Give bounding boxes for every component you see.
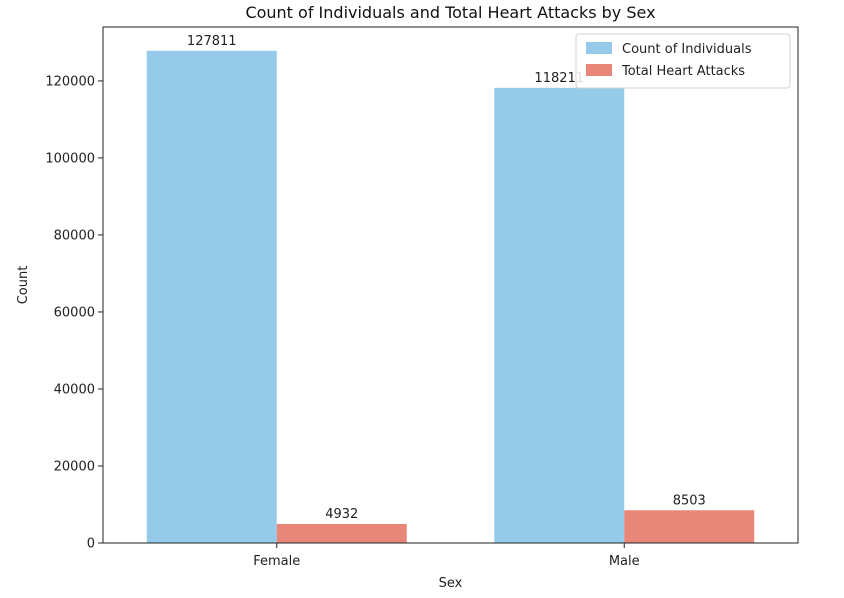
data-label: 4932	[325, 507, 358, 522]
bars	[146, 50, 755, 543]
y-tick-label: 40000	[54, 382, 95, 397]
x-tick-label: Female	[253, 554, 300, 569]
legend-swatch	[586, 42, 612, 54]
y-tick-label: 100000	[45, 151, 95, 166]
x-axis: Female Male	[253, 543, 640, 569]
data-labels: 127811 4932 118211 8503	[187, 34, 706, 522]
legend-entry: Total Heart Attacks	[621, 64, 745, 79]
y-tick-label: 20000	[54, 459, 95, 474]
legend: Count of Individuals Total Heart Attacks	[575, 33, 791, 89]
legend-entry: Count of Individuals	[622, 42, 752, 57]
plot-frame	[102, 26, 799, 544]
y-tick-label: 80000	[54, 228, 95, 243]
y-axis-label: Count	[16, 266, 31, 305]
bar-count-of-individuals-female	[146, 50, 277, 543]
bar-total-heart-attacks-male	[624, 510, 755, 543]
bar-count-of-individuals-male	[494, 87, 625, 543]
legend-box	[575, 33, 791, 89]
bar-total-heart-attacks-female	[276, 524, 407, 543]
y-tick-label: 120000	[45, 74, 95, 89]
legend-swatch	[586, 64, 612, 76]
data-label: 127811	[187, 34, 237, 49]
y-tick-label: 60000	[54, 305, 95, 320]
y-tick-label: 0	[87, 537, 95, 552]
data-label: 118211	[534, 71, 584, 86]
x-tick-label: Male	[609, 554, 640, 569]
data-label: 8503	[673, 493, 706, 508]
y-axis: 0 20000 40000 60000 80000 100000 120000	[45, 74, 103, 552]
chart-title: Count of Individuals and Total Heart Att…	[245, 3, 655, 22]
x-axis-label: Sex	[439, 576, 463, 591]
